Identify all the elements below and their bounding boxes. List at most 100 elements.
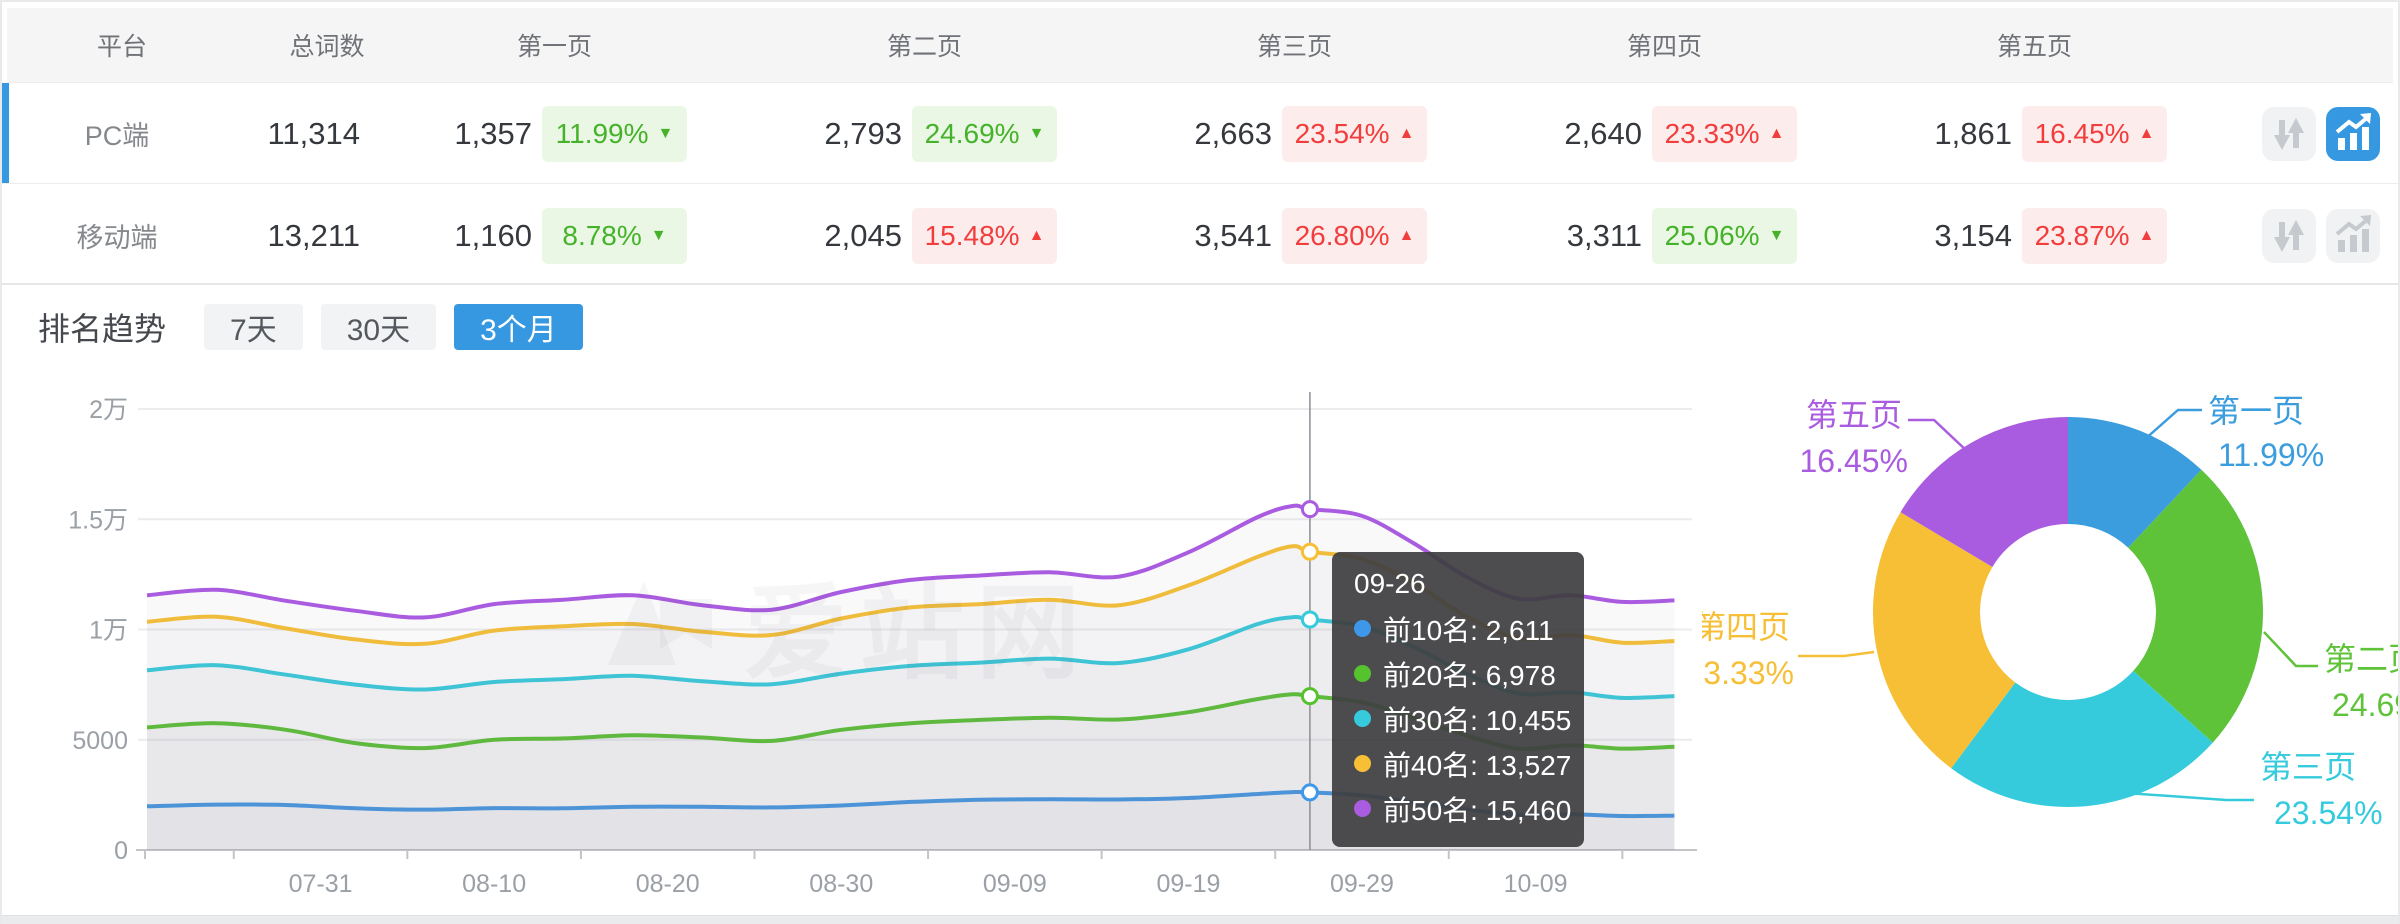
hover-marker xyxy=(1300,687,1319,706)
x-axis-tick-label: 09-29 xyxy=(1330,870,1394,898)
y-axis-tick-label: 0 xyxy=(114,837,128,865)
y-axis-tick-label: 1.5万 xyxy=(68,506,128,534)
donut-slice-第五页[interactable] xyxy=(1900,417,2069,567)
trend-chart-button[interactable] xyxy=(2326,208,2380,263)
platform-label: 移动端 xyxy=(76,223,158,253)
donut-label-leader-line xyxy=(2143,408,2202,441)
page1-cell: 1,357 11.99% ▼ xyxy=(412,105,782,162)
page4-cell: 2,640 23.33% ▲ xyxy=(1522,105,1892,162)
sort-button[interactable] xyxy=(2262,106,2316,161)
page3-change-badge: 26.80% ▲ xyxy=(1282,207,1427,264)
row-actions xyxy=(2262,208,2398,263)
donut-slice-第一页[interactable] xyxy=(2068,417,2202,548)
tab-30-days[interactable]: 30天 xyxy=(320,304,437,350)
row-divider xyxy=(2,183,2398,184)
x-axis-tick-label: 08-10 xyxy=(462,870,526,898)
line-chart-canvas: 0 5000 1万 1.5万 2万 07-31 08-10 08-20 08-30 09-09 09… xyxy=(68,392,1697,898)
tooltip-entry-text: 前40名: 13,527 xyxy=(1383,749,1572,781)
page5-cell: 1,861 16.45% ▲ xyxy=(1892,105,2262,162)
table-header: 平台 总词数 第一页 第二页 第三页 第四页 第五页 xyxy=(7,8,2393,83)
triangle-up-icon: ▲ xyxy=(1398,124,1415,142)
triangle-down-icon: ▼ xyxy=(650,226,667,244)
page1-count: 1,160 xyxy=(454,217,532,253)
triangle-up-icon: ▲ xyxy=(1768,124,1785,142)
table-row[interactable]: 移动端 13,211 1,160 8.78% ▼ 2,045 15.48% ▲ … xyxy=(2,185,2398,286)
chart-tooltip: 09-26 前10名: 2,611 前20名: 6,978 前30名: 10,4… xyxy=(1332,552,1584,847)
trend-section-title: 排名趋势 xyxy=(38,311,167,347)
rank-trend-line-chart[interactable]: 爱站网 050001万1.5万2万07-3108-1008-2008-3009-… xyxy=(2,362,1752,918)
tooltip-entry-text: 前10名: 2,611 xyxy=(1383,614,1554,646)
page5-count: 3,154 xyxy=(1934,217,2012,253)
col-header-page3: 第三页 xyxy=(1256,33,1332,61)
page4-change-badge: 23.33% ▲ xyxy=(1652,105,1797,162)
triangle-up-icon: ▲ xyxy=(2138,124,2155,142)
page3-count: 2,663 xyxy=(1194,115,1272,151)
x-axis-tick-label: 09-09 xyxy=(983,870,1047,898)
triangle-up-icon: ▲ xyxy=(1028,226,1045,244)
page-distribution-donut-chart[interactable]: 第一页 11.99% 第二页 24.69% 第三页 23.54% 第四页 23.33% 第五页 1… xyxy=(1685,362,2400,918)
donut-slice-percentage: 16.45% xyxy=(1799,443,1908,479)
page1-change-badge: 8.78% ▼ xyxy=(542,207,687,264)
page2-change-pct: 15.48% xyxy=(924,219,1020,251)
col-header-page1: 第一页 xyxy=(516,33,592,61)
donut-label-leader-line xyxy=(1908,418,1969,453)
page5-change-pct: 16.45% xyxy=(2034,117,2130,149)
page3-change-badge: 23.54% ▲ xyxy=(1282,105,1427,162)
page4-cell: 3,311 25.06% ▼ xyxy=(1522,207,1892,264)
series-dot-icon xyxy=(1354,665,1371,682)
x-axis-tick-label: 08-30 xyxy=(809,870,873,898)
page1-change-badge: 11.99% ▼ xyxy=(542,105,687,162)
col-header-page4: 第四页 xyxy=(1626,33,1702,61)
x-axis-tick-label: 07-31 xyxy=(289,870,353,898)
tooltip-entry: 前10名: 2,611 xyxy=(1354,606,1562,651)
donut-label-leader-line xyxy=(2111,790,2254,802)
series-dot-icon xyxy=(1354,800,1371,817)
total-words-value: 13,211 xyxy=(267,217,360,253)
trend-toolbar: 排名趋势 7天 30天 3个月 xyxy=(38,304,583,350)
page1-change-pct: 8.78% xyxy=(562,219,642,251)
table-row[interactable]: PC端 11,314 1,357 11.99% ▼ 2,793 24.69% ▼… xyxy=(2,83,2398,184)
y-axis-tick-label: 2万 xyxy=(89,396,128,424)
donut-slice-第二页[interactable] xyxy=(2128,469,2263,743)
page1-change-pct: 11.99% xyxy=(555,117,649,149)
donut-slice-percentage: 24.69% xyxy=(2332,687,2400,723)
donut-label-leader-line xyxy=(1798,650,1875,658)
page4-change-badge: 25.06% ▼ xyxy=(1652,207,1797,264)
tooltip-entry: 前30名: 10,455 xyxy=(1354,696,1571,741)
trend-chart-icon xyxy=(2335,214,2371,252)
y-axis-tick-label: 5000 xyxy=(72,727,128,755)
series-dot-icon xyxy=(1354,710,1371,727)
row-actions xyxy=(2262,106,2398,161)
tooltip-entry-text: 前30名: 10,455 xyxy=(1383,704,1572,736)
page1-count: 1,357 xyxy=(454,115,532,151)
donut-slice-第三页[interactable] xyxy=(1951,670,2213,808)
page2-change-badge: 15.48% ▲ xyxy=(912,207,1057,264)
trend-chart-button[interactable] xyxy=(2326,106,2380,161)
series-dot-icon xyxy=(1354,620,1371,637)
page5-change-badge: 16.45% ▲ xyxy=(2022,105,2167,162)
sort-icon xyxy=(2274,117,2304,150)
col-header-platform: 平台 xyxy=(96,33,147,61)
page2-count: 2,793 xyxy=(824,115,902,151)
bottom-strip xyxy=(2,915,2398,924)
sort-button[interactable] xyxy=(2262,208,2316,263)
hover-marker xyxy=(1300,542,1319,561)
page4-change-pct: 25.06% xyxy=(1664,219,1760,251)
hover-marker xyxy=(1300,500,1319,519)
page2-cell: 2,045 15.48% ▲ xyxy=(782,207,1152,264)
tab-3-months[interactable]: 3个月 xyxy=(454,304,583,350)
col-header-page2: 第二页 xyxy=(886,33,962,61)
triangle-up-icon: ▲ xyxy=(1398,226,1415,244)
series-dot-icon xyxy=(1354,755,1371,772)
page3-change-pct: 26.80% xyxy=(1294,219,1390,251)
page4-count: 2,640 xyxy=(1564,115,1642,151)
donut-slice-第四页[interactable] xyxy=(1872,512,2016,769)
sort-icon xyxy=(2274,219,2304,252)
donut-slice-percentage: 23.54% xyxy=(2274,795,2383,831)
tab-7-days[interactable]: 7天 xyxy=(204,304,303,350)
page5-change-pct: 23.87% xyxy=(2034,219,2130,251)
hover-marker xyxy=(1300,783,1319,802)
col-header-page5: 第五页 xyxy=(1996,33,2072,61)
x-axis-tick-label: 09-19 xyxy=(1156,870,1220,898)
